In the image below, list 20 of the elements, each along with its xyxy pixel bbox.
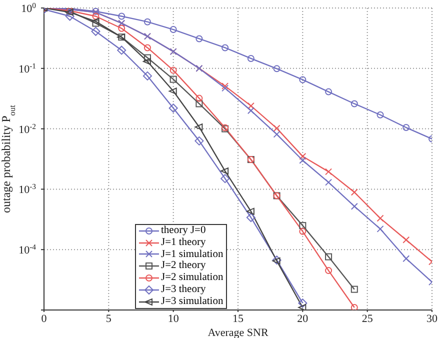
x-tick-label: 20 xyxy=(297,312,309,325)
y-tick-label: 10$^{-2}$ xyxy=(18,121,36,136)
y-tick-label: 10$^{-3}$ xyxy=(18,182,36,196)
legend-label: J=1 theory xyxy=(161,236,206,249)
y-tick-label: 10$^{-4}$ xyxy=(18,242,36,257)
legend-label: J=1 simulation xyxy=(161,248,224,260)
y-tick-label: 10$^{0}$ xyxy=(21,0,36,15)
x-tick-label: 25 xyxy=(362,312,374,325)
x-tick-label: 10 xyxy=(168,312,180,325)
legend-label: theory J=0 xyxy=(161,225,206,237)
x-tick-label: 0 xyxy=(41,312,48,325)
legend-label: J=3 simulation xyxy=(161,296,224,308)
legend-label: J=2 simulation xyxy=(161,272,224,284)
x-tick-label: 30 xyxy=(426,312,438,325)
legend-label: J=2 theory xyxy=(161,260,206,272)
x-axis-title: Average SNR xyxy=(208,327,269,338)
y-tick-label: 10$^{-1}$ xyxy=(18,60,36,76)
legend-label: J=3 theory xyxy=(161,284,206,296)
x-tick-label: 5 xyxy=(106,312,112,325)
x-tick-label: 15 xyxy=(232,312,244,325)
